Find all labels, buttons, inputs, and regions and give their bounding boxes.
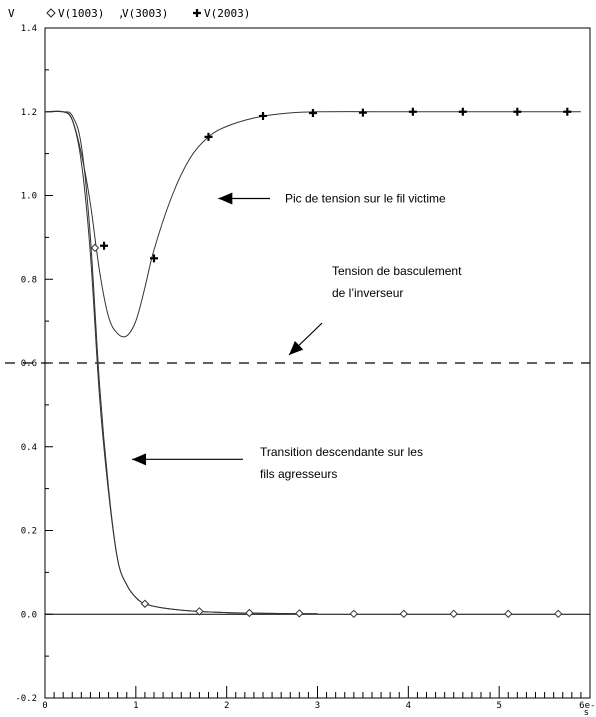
plus-marker — [513, 107, 522, 116]
y-tick-label: 0.6 — [21, 359, 37, 369]
plus-marker — [100, 241, 109, 250]
diamond-marker — [554, 609, 563, 619]
y-tick-label: 0.4 — [21, 443, 37, 453]
x-tick-label: 4 — [406, 701, 411, 711]
plus-marker — [563, 107, 572, 116]
x-tick-label: 0 — [42, 701, 47, 711]
legend-diamond-icon — [46, 8, 56, 18]
x-tick-label: 6e-9 — [579, 701, 596, 711]
plus-marker — [308, 109, 317, 118]
annotation-aggressors: Transition descendante sur les — [260, 445, 423, 459]
y-tick-label: -0.2 — [15, 694, 37, 704]
y-tick-label: 0.8 — [21, 275, 37, 285]
diamond-marker — [90, 243, 100, 253]
arrow-threshold — [288, 322, 323, 356]
marker-layer — [90, 107, 572, 619]
y-tick-label: 1.0 — [21, 192, 37, 202]
diamond-marker — [349, 609, 359, 619]
annotation-layer: Pic de tension sur le fil victime Tension… — [132, 192, 462, 481]
axes: -0.2 0.0 0.2 0.4 0.6 0.8 1.0 1.2 1.4 0 1 2 3 4 5 6e-9 — [5, 24, 596, 711]
y-tick-label: 0.0 — [21, 610, 37, 620]
x-tick-label: 3 — [315, 701, 320, 711]
annotation-threshold: Tension de basculement — [332, 264, 462, 278]
diamond-marker — [449, 609, 458, 619]
arrow-head — [132, 453, 147, 466]
x-tick-label: 5 — [496, 701, 501, 711]
annotation-aggressors: fils agresseurs — [260, 467, 337, 481]
annotation-victim-peak: Pic de tension sur le fil victime — [285, 192, 446, 206]
plus-marker — [204, 132, 213, 141]
legend-plus-icon — [193, 9, 201, 17]
legend-item-v3003: V(3003) — [122, 7, 168, 20]
diamond-marker — [399, 609, 408, 619]
plus-marker — [358, 108, 367, 117]
arrow-head — [218, 192, 233, 205]
legend: V(1003) , V(3003) V(2003) — [46, 7, 250, 20]
plus-marker — [150, 254, 158, 263]
legend-separator: , — [118, 7, 125, 20]
arrow-head — [289, 340, 304, 355]
x-tick-label: 1 — [133, 701, 138, 711]
arrow-victim-peak — [218, 192, 270, 205]
y-axis-label: V — [8, 7, 15, 20]
x-axis-unit-label: s — [584, 708, 589, 717]
diamond-marker — [504, 609, 513, 619]
series-line-2 — [44, 110, 581, 338]
legend-item-v1003: V(1003) — [58, 7, 104, 20]
plus-marker — [408, 107, 417, 116]
diamond-marker — [245, 608, 254, 618]
diamond-marker — [195, 607, 204, 616]
y-tick-label: 1.4 — [21, 24, 37, 34]
annotation-threshold: de l’inverseur — [332, 286, 403, 300]
arrow-aggressors — [132, 453, 243, 466]
plus-marker — [458, 107, 467, 116]
diamond-marker — [140, 599, 150, 608]
diamond-marker — [295, 609, 304, 618]
plus-marker — [259, 111, 267, 120]
x-tick-label: 2 — [224, 701, 229, 711]
y-tick-label: 0.2 — [21, 527, 37, 537]
legend-item-v2003: V(2003) — [204, 7, 250, 20]
y-tick-label: 1.2 — [21, 108, 37, 118]
